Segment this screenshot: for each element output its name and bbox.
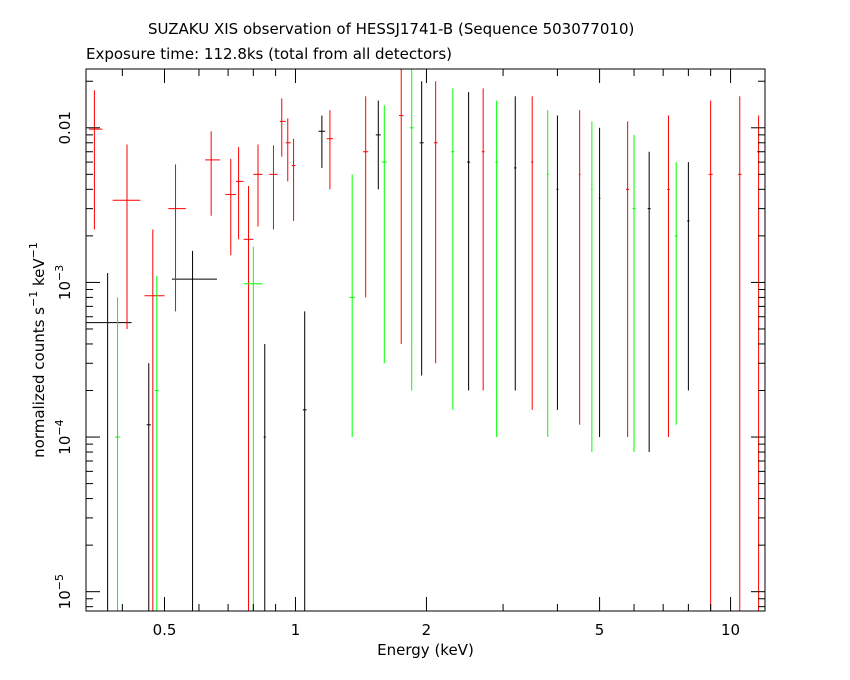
x-tick-label: 1 — [291, 621, 301, 639]
y-axis-label: normalized counts s−1 keV−1 — [27, 242, 48, 458]
plot-frame — [85, 68, 766, 612]
y-tick-label: 10−5 — [53, 574, 74, 609]
chart-subtitle: Exposure time: 112.8ks (total from all d… — [86, 45, 453, 63]
chart-title: SUZAKU XIS observation of HESSJ1741-B (S… — [148, 20, 635, 38]
data-layer — [86, 69, 761, 611]
series-0 — [86, 81, 690, 611]
x-tick-label: 5 — [595, 621, 605, 639]
y-axis-ticks: 10−5 10−4 10−3 0.01 — [53, 80, 765, 609]
y-tick-label: 10−4 — [53, 419, 74, 454]
y-tick-label: 0.01 — [56, 111, 74, 144]
x-axis-ticks: 0.5 1 2 5 10 — [121, 69, 740, 639]
series-2 — [115, 69, 678, 611]
x-axis-label: Energy (keV) — [377, 641, 474, 659]
x-tick-label: 0.5 — [153, 621, 177, 639]
x-tick-label: 2 — [422, 621, 432, 639]
y-tick-label: 10−3 — [53, 265, 74, 300]
x-tick-label: 10 — [721, 621, 740, 639]
series-1 — [88, 69, 761, 611]
